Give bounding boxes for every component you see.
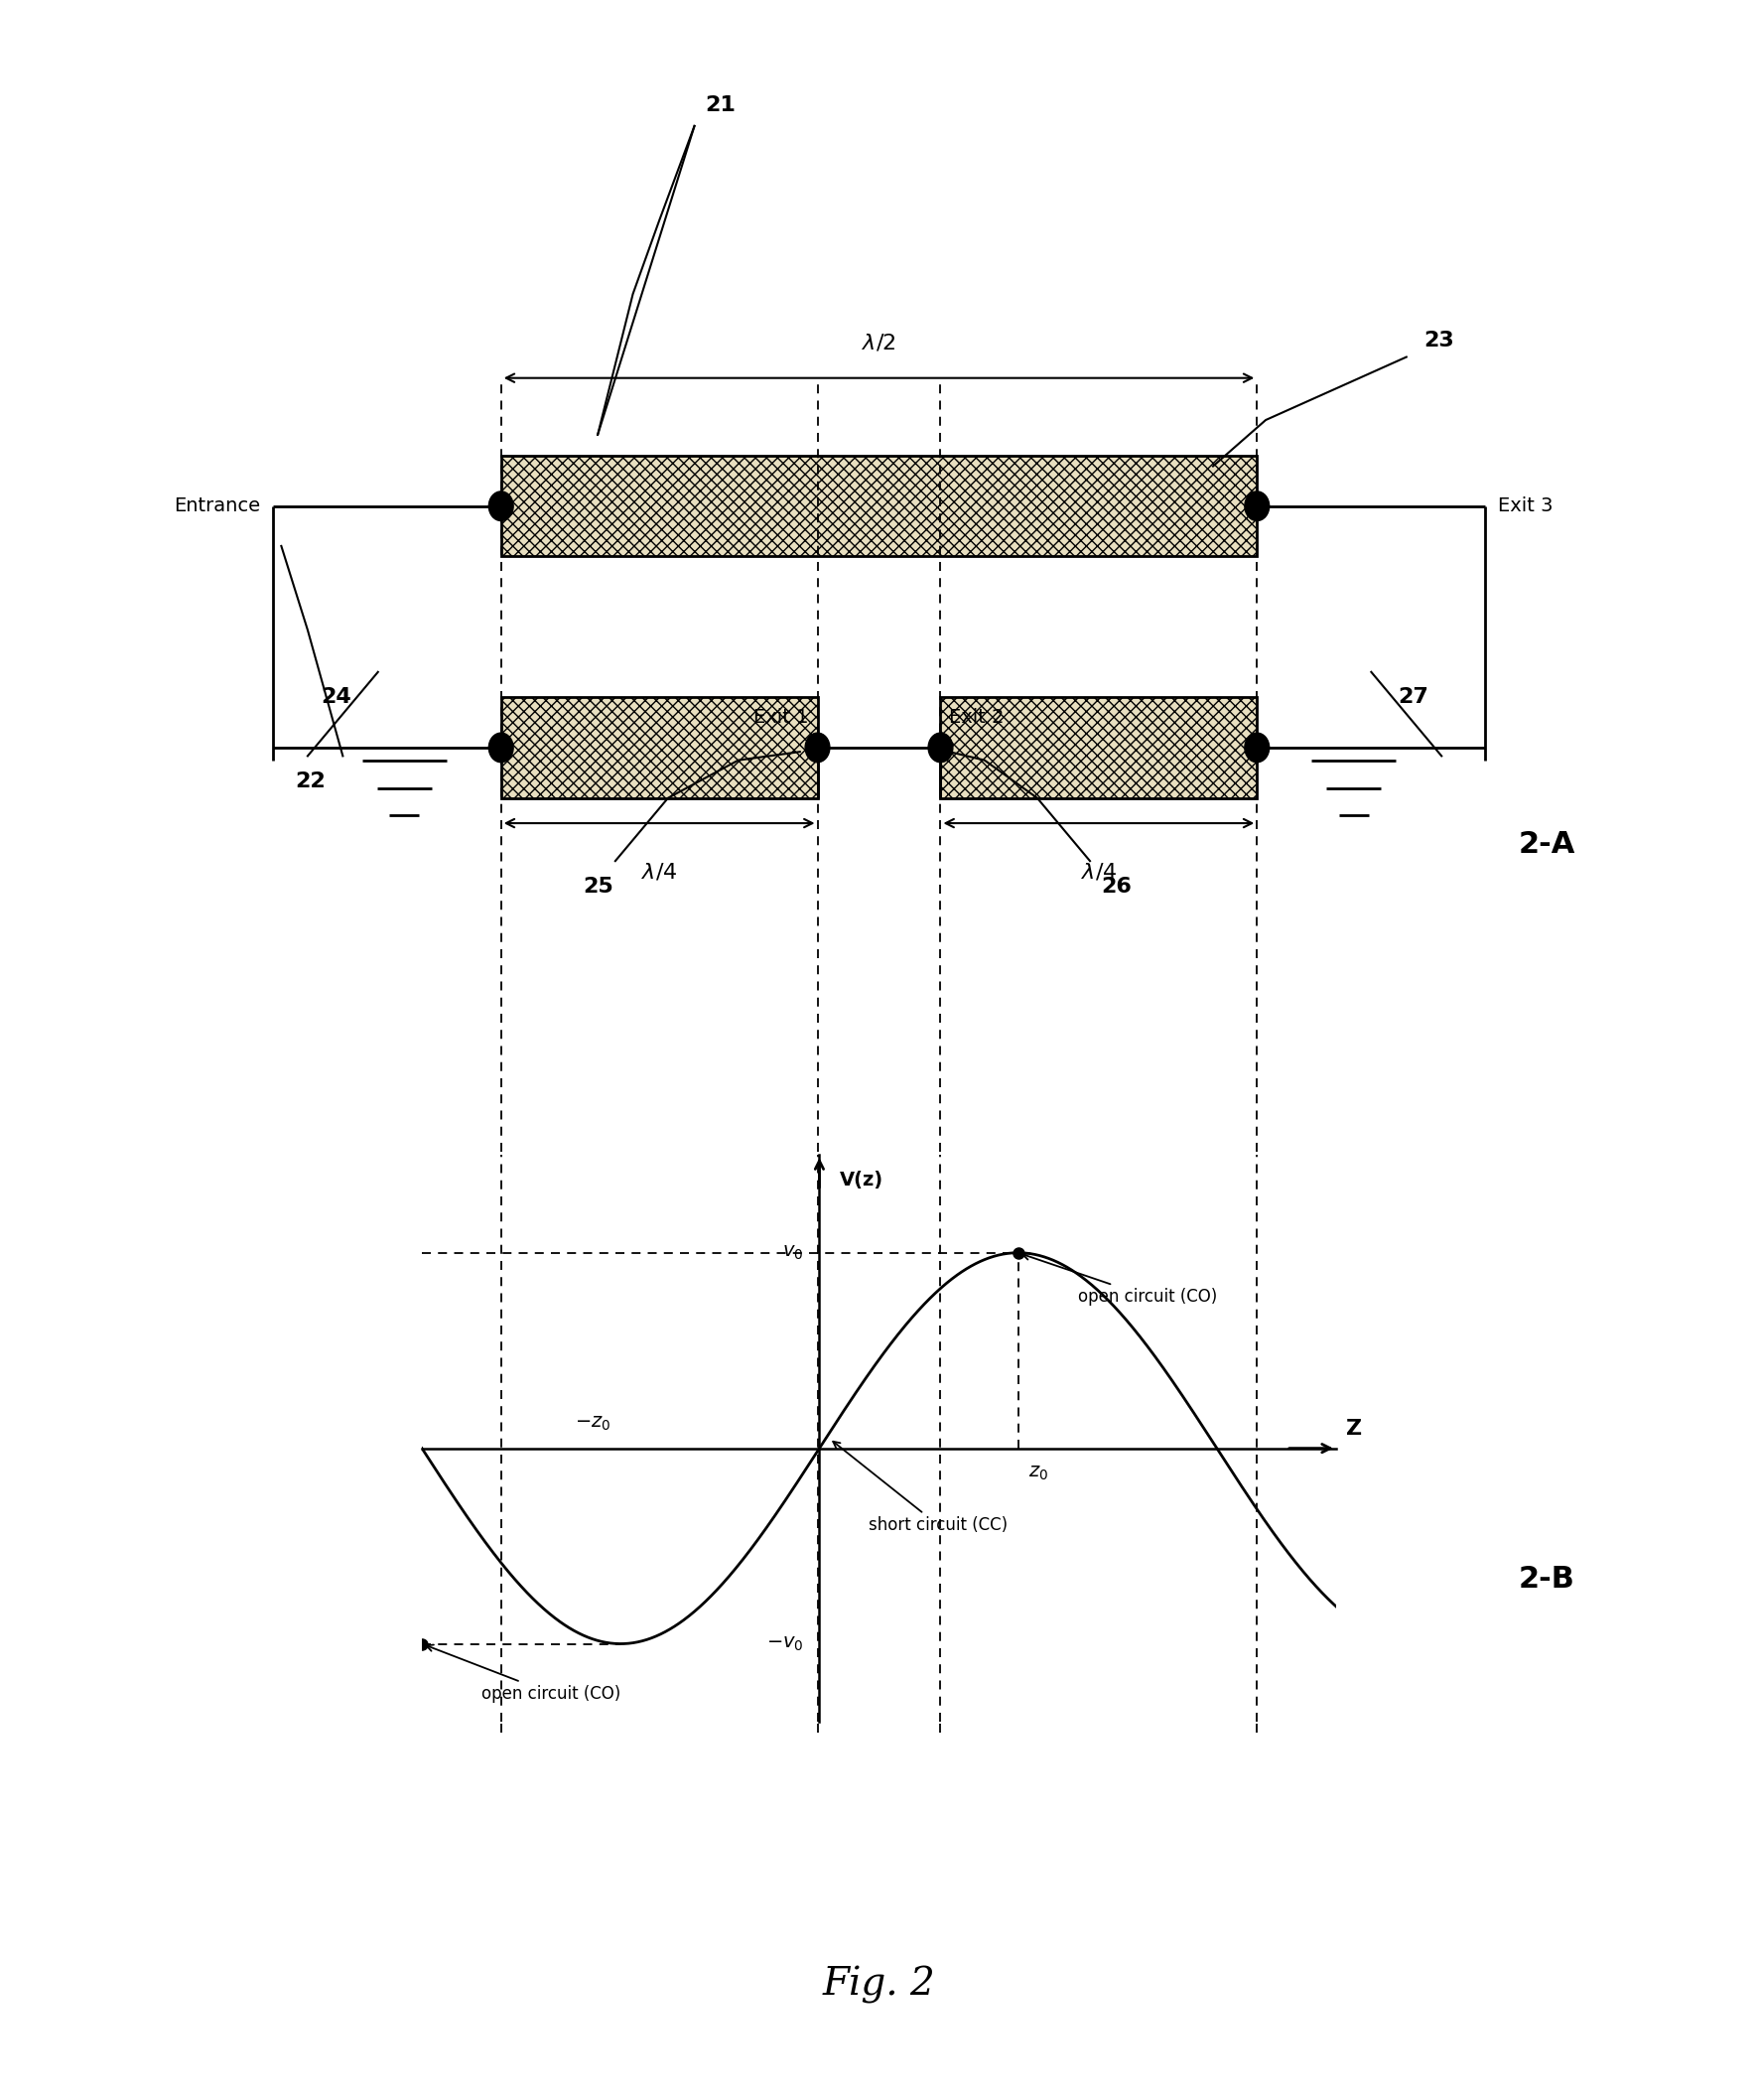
Circle shape	[928, 733, 953, 762]
Text: open circuit (CO): open circuit (CO)	[1023, 1254, 1217, 1306]
Text: 2-B: 2-B	[1519, 1564, 1575, 1594]
Text: Exit 3: Exit 3	[1498, 498, 1552, 514]
Text: 26: 26	[1101, 876, 1132, 897]
Bar	[941, 697, 1257, 798]
Text: $-z_0$: $-z_0$	[575, 1413, 610, 1432]
Text: $\lambda/4$: $\lambda/4$	[642, 861, 677, 882]
Text: V(z): V(z)	[839, 1170, 883, 1189]
Text: open circuit (CO): open circuit (CO)	[427, 1644, 621, 1703]
Text: short circuit (CC): short circuit (CC)	[833, 1441, 1007, 1535]
Circle shape	[1245, 733, 1269, 762]
Text: 21: 21	[705, 94, 737, 116]
Text: $z_0$: $z_0$	[1028, 1464, 1048, 1483]
Bar	[501, 697, 817, 798]
Text: Z: Z	[1347, 1420, 1362, 1438]
Text: $-v_0$: $-v_0$	[766, 1634, 803, 1653]
Text: Exit 1: Exit 1	[754, 708, 809, 727]
Text: 24: 24	[322, 687, 352, 708]
Text: 23: 23	[1424, 330, 1454, 351]
Text: Entrance: Entrance	[174, 498, 260, 514]
Text: $\lambda/2$: $\lambda/2$	[861, 332, 897, 353]
Circle shape	[1245, 491, 1269, 521]
Text: Exit 2: Exit 2	[949, 708, 1004, 727]
Text: 27: 27	[1398, 687, 1427, 708]
Circle shape	[489, 733, 513, 762]
Bar	[501, 456, 1257, 556]
Circle shape	[805, 733, 830, 762]
Circle shape	[489, 491, 513, 521]
Text: 25: 25	[582, 876, 614, 897]
Text: $v_0$: $v_0$	[782, 1243, 803, 1262]
Text: Fig. 2: Fig. 2	[823, 1966, 935, 2003]
Text: $\lambda/4$: $\lambda/4$	[1081, 861, 1116, 882]
Text: 22: 22	[295, 771, 325, 792]
Text: 2-A: 2-A	[1519, 830, 1575, 859]
